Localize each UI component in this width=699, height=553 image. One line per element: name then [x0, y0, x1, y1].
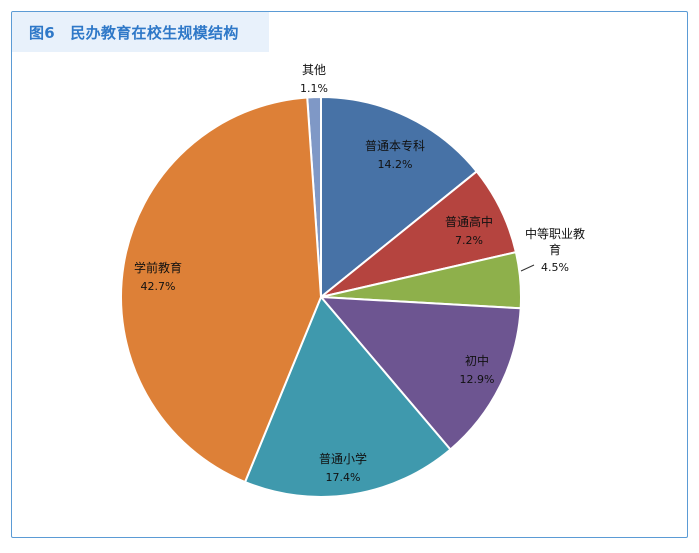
slice-label: 普通高中: [445, 214, 493, 229]
slice-value-label: 17.4%: [326, 471, 361, 484]
figure-title: 图6 民办教育在校生规模结构: [29, 24, 239, 42]
slice-value-label: 4.5%: [541, 261, 569, 274]
pie-slice: [243, 295, 452, 498]
slice-label: 其他: [302, 63, 326, 77]
slice-label: 普通小学: [319, 451, 367, 466]
slice-layer: [120, 95, 522, 498]
pie-slice: [318, 295, 522, 451]
slice-value-label: 12.9%: [460, 373, 495, 386]
figure-title-bar: 图6 民办教育在校生规模结构: [12, 12, 269, 52]
slice-label: 学前教育: [134, 260, 182, 275]
slice-label: 中等职业教: [525, 226, 585, 241]
slice-value-label: 42.7%: [141, 280, 176, 293]
slice-value-label: 1.1%: [300, 82, 328, 95]
pie-slice: [120, 96, 323, 484]
slice-label-line2: 育: [549, 242, 561, 257]
slice-value-label: 7.2%: [455, 234, 483, 247]
slice-value-label: 14.2%: [378, 158, 413, 171]
pie-slice: [320, 95, 479, 300]
slice-label: 初中: [465, 353, 489, 368]
slice-label: 普通本专科: [365, 138, 425, 153]
leader-line: [520, 264, 535, 272]
